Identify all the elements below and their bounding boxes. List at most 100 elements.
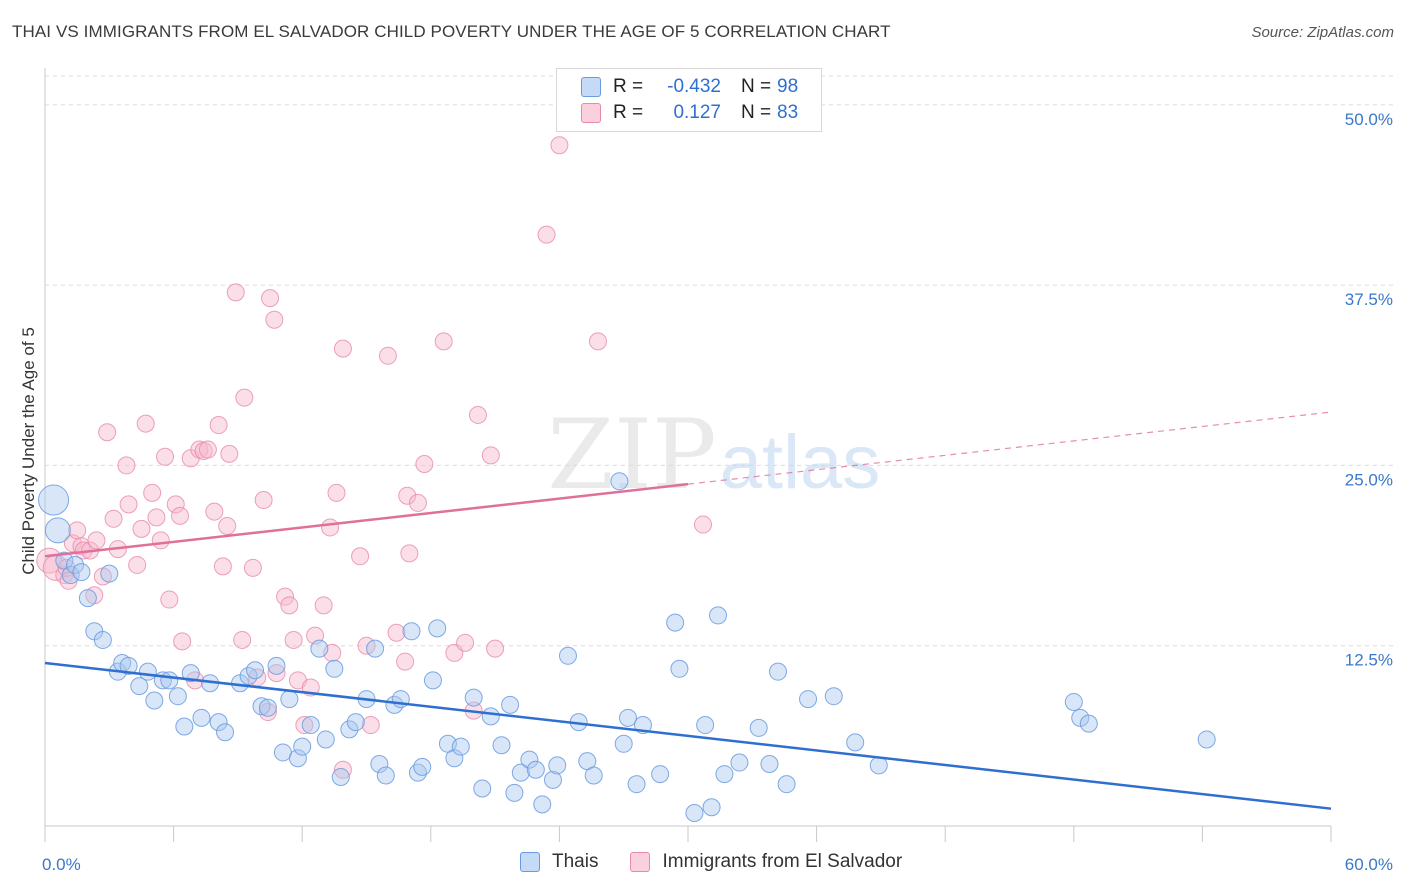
point-thais [824, 687, 843, 706]
point-thais [413, 757, 432, 776]
point-thais [130, 677, 149, 696]
point-thais [614, 734, 633, 753]
point-el-salvador [434, 332, 453, 351]
point-el-salvador [104, 509, 123, 528]
legend-row-thais: R = -0.432 N = 98 [581, 75, 798, 99]
point-thais [1197, 730, 1216, 749]
point-el-salvador [87, 531, 106, 550]
point-thais [451, 737, 470, 756]
point-thais [464, 688, 483, 707]
legend-swatch-pink [630, 852, 651, 872]
point-el-salvador [68, 521, 87, 540]
point-el-salvador [226, 283, 245, 302]
legend-swatch-blue [520, 852, 540, 872]
point-el-salvador [361, 716, 380, 735]
point-el-salvador [128, 555, 147, 574]
point-thais [316, 730, 335, 749]
point-thais [749, 718, 768, 737]
point-el-salvador [132, 519, 151, 538]
point-thais [543, 770, 562, 789]
legend-label-thais: Thais [552, 851, 599, 872]
point-el-salvador [171, 506, 190, 525]
point-el-salvador [314, 596, 333, 615]
point-el-salvador [205, 502, 224, 521]
point-thais [627, 775, 646, 794]
point-thais [423, 671, 442, 690]
point-el-salvador [218, 517, 237, 535]
legend-n-label: N = [741, 102, 772, 123]
point-thais [100, 564, 119, 583]
point-el-salvador [198, 440, 217, 459]
point-el-salvador [173, 632, 192, 651]
legend-row-el-salvador: R = 0.127 N = 83 [581, 101, 798, 125]
point-el-salvador [456, 633, 475, 652]
correlation-legend: R = -0.432 N = 98 R = 0.127 N = 83 [556, 68, 822, 132]
gridlines [45, 75, 1395, 647]
point-thais [501, 695, 520, 714]
point-el-salvador [321, 518, 340, 537]
watermark-atlas: atlas [720, 420, 881, 505]
point-el-salvador [267, 664, 286, 683]
point-el-salvador [280, 596, 299, 615]
trend-lines [44, 411, 1332, 810]
trend-line-el-salvador [44, 482, 689, 558]
point-el-salvador [694, 515, 713, 534]
point-el-salvador [378, 346, 397, 365]
point-el-salvador [284, 630, 303, 649]
point-thais [258, 698, 277, 717]
point-thais [44, 517, 71, 544]
point-el-salvador [117, 456, 136, 475]
point-el-salvador [136, 414, 155, 433]
legend-r-label: R = [613, 76, 644, 97]
point-el-salvador [265, 310, 284, 329]
point-thais [666, 613, 685, 632]
point-thais [526, 760, 545, 779]
point-thais [273, 743, 292, 762]
axes [44, 68, 1332, 842]
chart-title: THAI VS IMMIGRANTS FROM EL SALVADOR CHIL… [12, 22, 891, 41]
point-thais [685, 804, 704, 823]
point-thais [481, 707, 500, 726]
point-thais [533, 795, 552, 814]
point-thais [288, 749, 307, 768]
point-thais [584, 766, 603, 785]
point-thais [61, 566, 80, 585]
y-tick-label: 25.0% [1345, 470, 1393, 489]
point-thais [511, 763, 530, 782]
point-thais [66, 555, 85, 574]
legend-swatch-blue [581, 77, 601, 97]
point-thais [769, 662, 788, 681]
point-thais [869, 756, 888, 775]
point-thais [402, 622, 421, 641]
y-tick-label: 12.5% [1345, 651, 1393, 670]
point-thais [72, 563, 91, 582]
legend-n-value: 83 [777, 102, 799, 123]
trend-line-thais [44, 661, 1332, 810]
point-thais [181, 664, 200, 683]
legend-label-el-salvador: Immigrants from El Salvador [662, 851, 903, 872]
point-el-salvador [213, 557, 232, 576]
point-el-salvador [276, 587, 295, 606]
point-el-salvador [396, 652, 415, 671]
point-el-salvador [550, 136, 569, 155]
legend-item-thais: Thais [520, 851, 598, 873]
source-label: Source: ZipAtlas.com [1251, 24, 1394, 41]
point-el-salvador [98, 423, 117, 442]
point-thais [709, 606, 728, 625]
point-el-salvador [327, 483, 346, 502]
y-axis-title: Child Poverty Under the Age of 5 [19, 327, 38, 575]
point-thais [492, 736, 511, 755]
point-thais [119, 656, 138, 675]
point-el-salvador [481, 446, 500, 465]
point-thais [301, 716, 320, 735]
point-thais [702, 798, 721, 817]
y-tick-label: 37.5% [1345, 290, 1393, 309]
point-el-salvador [398, 486, 417, 505]
point-el-salvador [235, 388, 254, 407]
point-thais [175, 717, 194, 736]
trend-line-el-salvador-extension [687, 411, 1332, 485]
point-thais [93, 630, 112, 649]
point-thais [696, 716, 715, 735]
point-thais [651, 765, 670, 784]
